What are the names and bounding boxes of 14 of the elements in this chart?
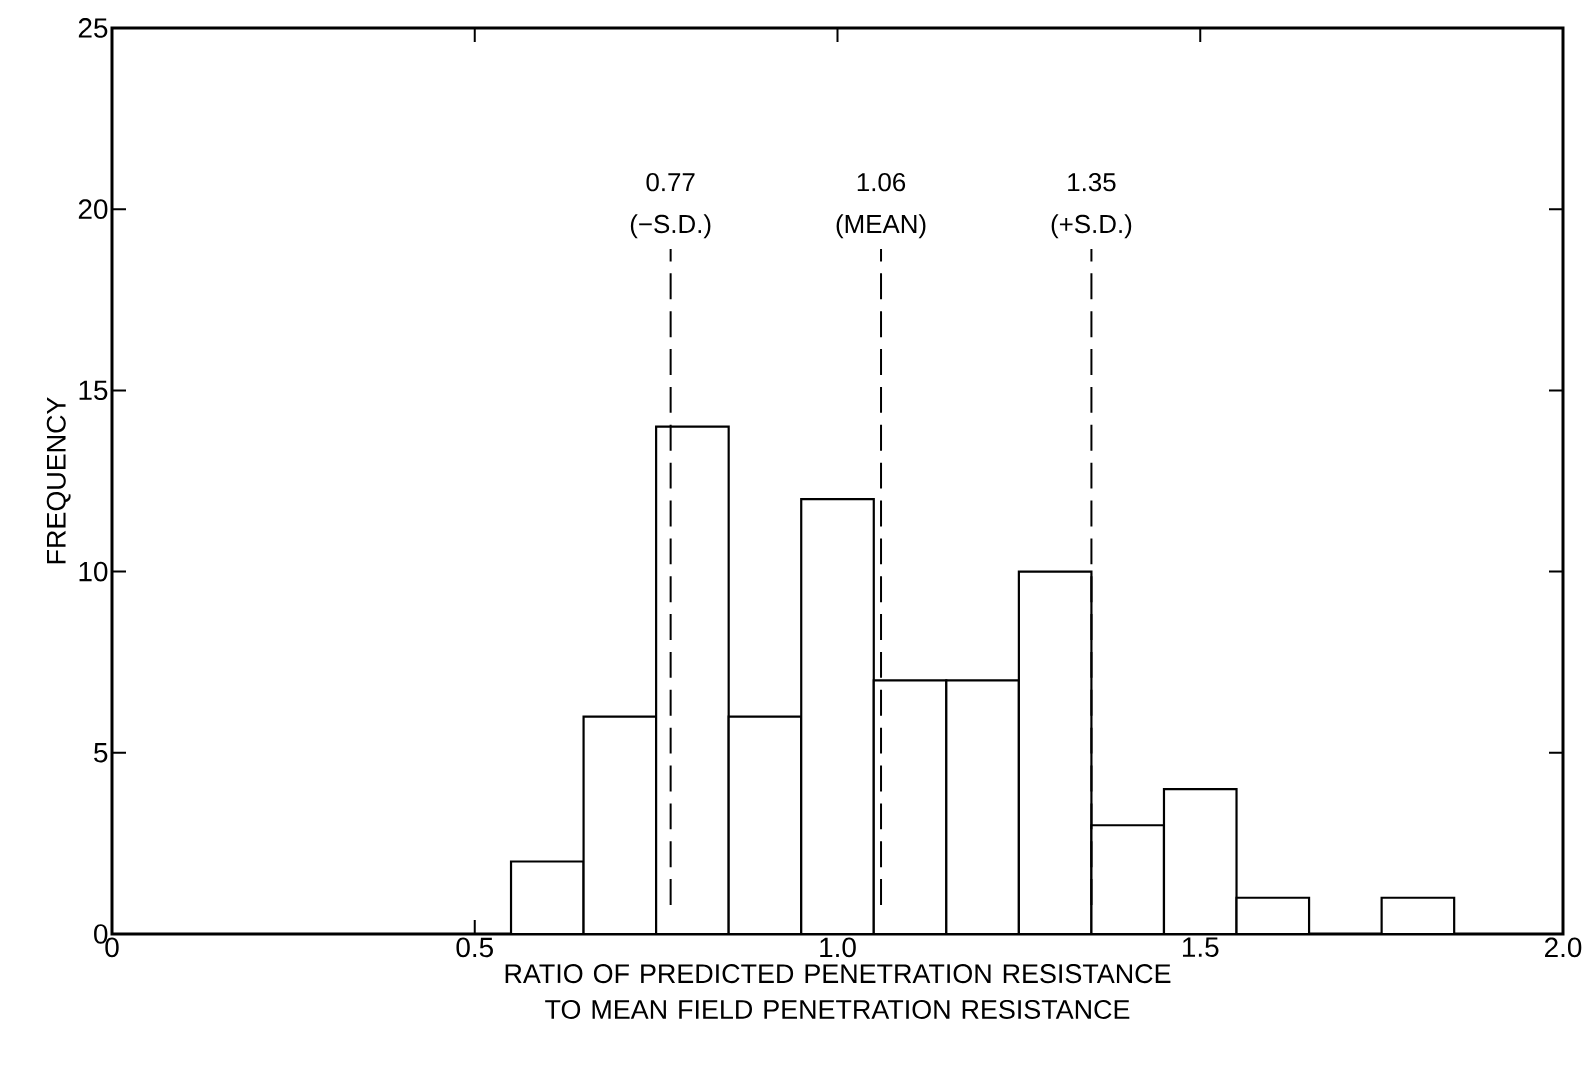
x-tick-label: 1.5 [1182, 937, 1219, 957]
x-tick-label: 1.0 [820, 937, 856, 958]
y-tick-label: 20 [78, 199, 108, 220]
ref-line-label: 1.06 (MEAN) [836, 172, 926, 239]
x-tick-label: 0.5 [456, 937, 493, 958]
y-tick-label: 5 [94, 743, 108, 763]
x-tick-label: 2.0 [1545, 937, 1582, 958]
y-tick-label: 15 [79, 380, 108, 401]
y-tick-label: 10 [79, 561, 108, 582]
ref-line-label: 0.77 (−S.D.) [630, 172, 711, 239]
x-axis-title: RATIO OF PREDICTED PENETRATION RESISTANCE TO MEAN FIELD PENETRATION RESISTANCE [505, 964, 1171, 1020]
y-axis-title: FREQUENCY [46, 397, 71, 564]
y-tick-label: 25 [78, 18, 108, 38]
ref-line-label: 1.35 (+S.D.) [1051, 172, 1132, 239]
